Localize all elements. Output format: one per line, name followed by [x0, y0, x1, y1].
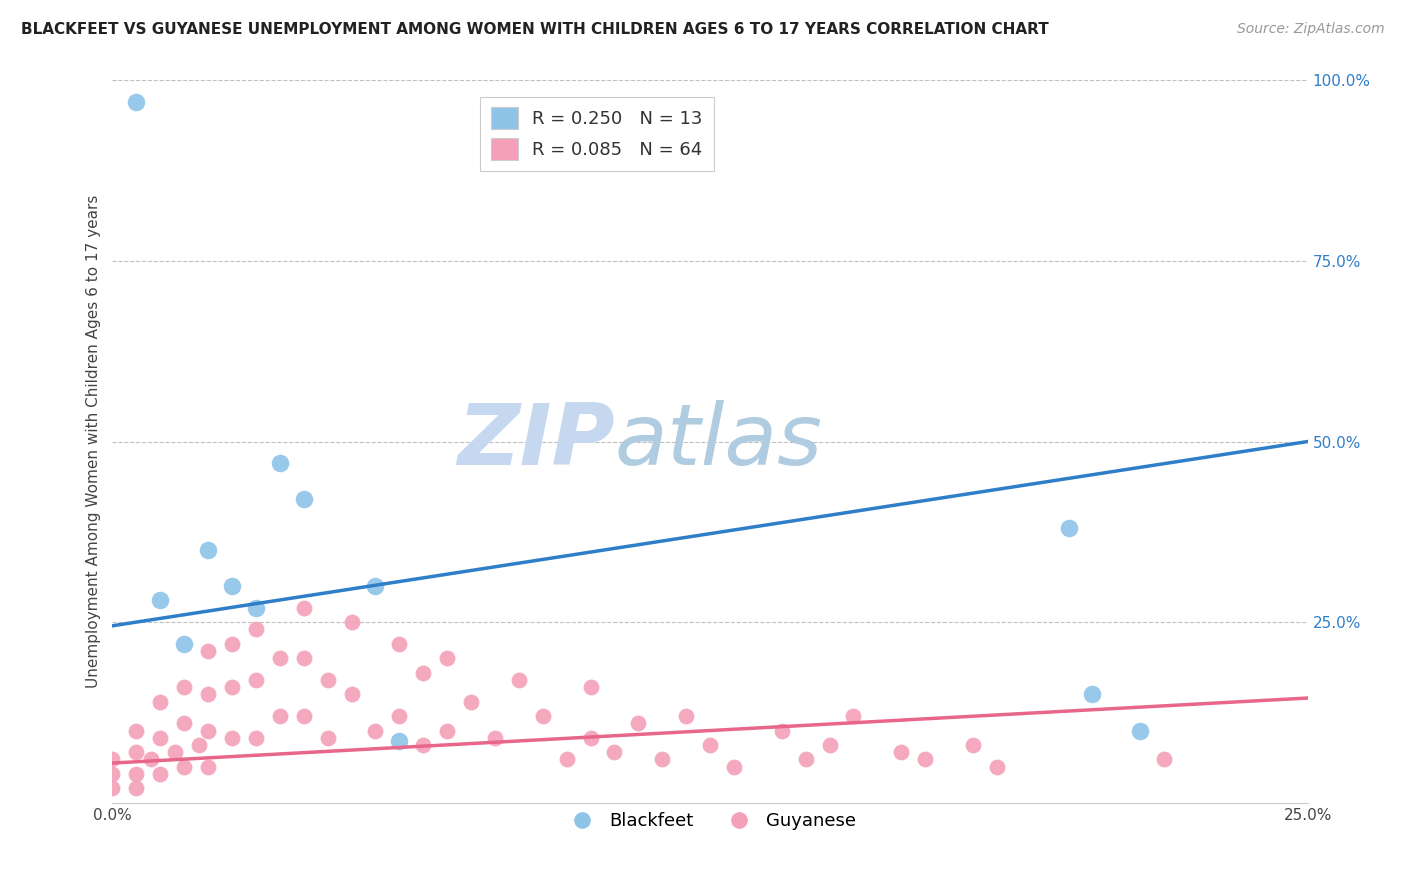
Point	[962, 738, 984, 752]
Point	[627, 716, 650, 731]
Point	[412, 738, 434, 752]
Point	[197, 644, 219, 658]
Point	[890, 745, 912, 759]
Point	[149, 695, 172, 709]
Point	[197, 760, 219, 774]
Point	[1081, 687, 1104, 701]
Point	[364, 579, 387, 593]
Point	[364, 723, 387, 738]
Text: Source: ZipAtlas.com: Source: ZipAtlas.com	[1237, 22, 1385, 37]
Point	[197, 723, 219, 738]
Point	[125, 781, 148, 796]
Point	[651, 752, 673, 766]
Point	[173, 637, 195, 651]
Point	[245, 731, 267, 745]
Legend: Blackfeet, Guyanese: Blackfeet, Guyanese	[557, 805, 863, 837]
Point	[101, 767, 124, 781]
Point	[316, 673, 339, 687]
Point	[221, 680, 243, 694]
Point	[149, 593, 172, 607]
Point	[125, 95, 148, 109]
Point	[1057, 521, 1080, 535]
Point	[531, 709, 554, 723]
Point	[269, 709, 291, 723]
Point	[579, 680, 602, 694]
Point	[163, 745, 186, 759]
Point	[770, 723, 793, 738]
Point	[1129, 723, 1152, 738]
Point	[579, 731, 602, 745]
Point	[292, 709, 315, 723]
Point	[173, 680, 195, 694]
Point	[221, 731, 243, 745]
Point	[436, 723, 458, 738]
Point	[794, 752, 817, 766]
Point	[340, 687, 363, 701]
Point	[842, 709, 865, 723]
Point	[388, 709, 411, 723]
Point	[101, 781, 124, 796]
Point	[292, 600, 315, 615]
Point	[1153, 752, 1175, 766]
Point	[221, 637, 243, 651]
Point	[555, 752, 578, 766]
Point	[245, 600, 267, 615]
Point	[603, 745, 626, 759]
Text: ZIP: ZIP	[457, 400, 614, 483]
Point	[316, 731, 339, 745]
Point	[412, 665, 434, 680]
Point	[723, 760, 745, 774]
Point	[508, 673, 530, 687]
Point	[197, 542, 219, 557]
Text: atlas: atlas	[614, 400, 823, 483]
Point	[221, 579, 243, 593]
Point	[149, 731, 172, 745]
Point	[699, 738, 721, 752]
Point	[197, 687, 219, 701]
Point	[292, 651, 315, 665]
Point	[484, 731, 506, 745]
Point	[269, 456, 291, 470]
Point	[675, 709, 697, 723]
Point	[460, 695, 482, 709]
Y-axis label: Unemployment Among Women with Children Ages 6 to 17 years: Unemployment Among Women with Children A…	[86, 194, 101, 689]
Point	[125, 767, 148, 781]
Point	[388, 734, 411, 748]
Point	[187, 738, 209, 752]
Text: BLACKFEET VS GUYANESE UNEMPLOYMENT AMONG WOMEN WITH CHILDREN AGES 6 TO 17 YEARS : BLACKFEET VS GUYANESE UNEMPLOYMENT AMONG…	[21, 22, 1049, 37]
Point	[436, 651, 458, 665]
Point	[914, 752, 936, 766]
Point	[149, 767, 172, 781]
Point	[818, 738, 841, 752]
Point	[388, 637, 411, 651]
Point	[292, 492, 315, 507]
Point	[125, 723, 148, 738]
Point	[245, 673, 267, 687]
Point	[245, 623, 267, 637]
Point	[986, 760, 1008, 774]
Point	[340, 615, 363, 630]
Point	[139, 752, 162, 766]
Point	[173, 760, 195, 774]
Point	[125, 745, 148, 759]
Point	[101, 752, 124, 766]
Point	[269, 651, 291, 665]
Point	[173, 716, 195, 731]
